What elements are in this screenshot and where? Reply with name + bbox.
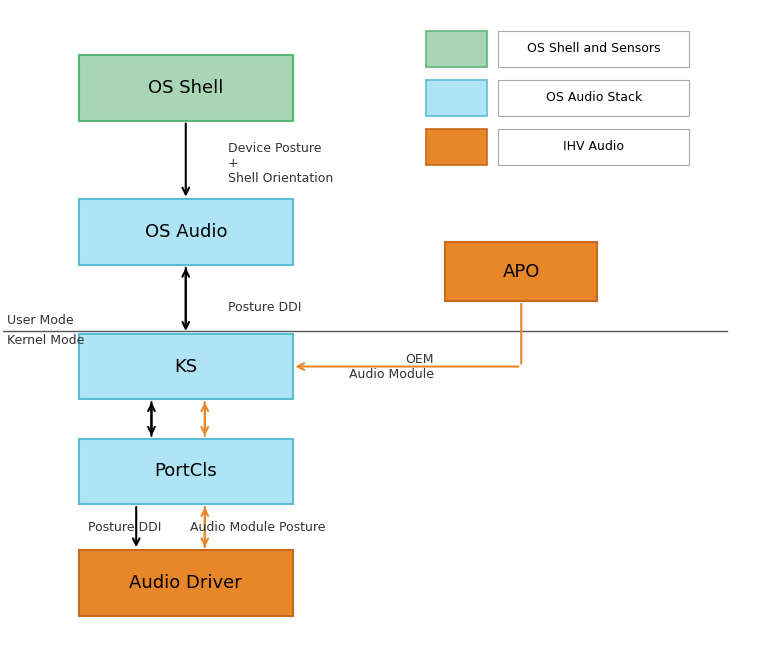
Text: OS Audio: OS Audio: [144, 223, 227, 241]
FancyBboxPatch shape: [426, 129, 487, 165]
FancyBboxPatch shape: [79, 550, 293, 615]
FancyBboxPatch shape: [498, 30, 689, 67]
Text: Posture DDI: Posture DDI: [227, 301, 301, 314]
FancyBboxPatch shape: [79, 439, 293, 504]
Text: OS Shell and Sensors: OS Shell and Sensors: [527, 42, 660, 55]
FancyBboxPatch shape: [498, 80, 689, 116]
Text: OS Audio Stack: OS Audio Stack: [545, 91, 642, 104]
Text: IHV Audio: IHV Audio: [563, 141, 624, 153]
FancyBboxPatch shape: [426, 80, 487, 116]
Text: User Mode: User Mode: [7, 314, 73, 327]
FancyBboxPatch shape: [426, 30, 487, 67]
Text: PortCls: PortCls: [154, 463, 217, 481]
Text: OS Shell: OS Shell: [148, 79, 223, 97]
FancyBboxPatch shape: [79, 56, 293, 121]
Text: APO: APO: [502, 262, 540, 280]
FancyBboxPatch shape: [79, 334, 293, 399]
FancyBboxPatch shape: [445, 242, 598, 301]
Text: Posture DDI: Posture DDI: [88, 521, 161, 533]
Text: OEM
Audio Module: OEM Audio Module: [349, 352, 434, 381]
FancyBboxPatch shape: [498, 129, 689, 165]
Text: Audio Module Posture: Audio Module Posture: [190, 521, 325, 533]
Text: Device Posture
+
Shell Orientation: Device Posture + Shell Orientation: [227, 142, 333, 185]
FancyBboxPatch shape: [79, 200, 293, 265]
Text: Kernel Mode: Kernel Mode: [7, 334, 84, 347]
Text: KS: KS: [174, 358, 197, 375]
Text: Audio Driver: Audio Driver: [129, 574, 242, 592]
